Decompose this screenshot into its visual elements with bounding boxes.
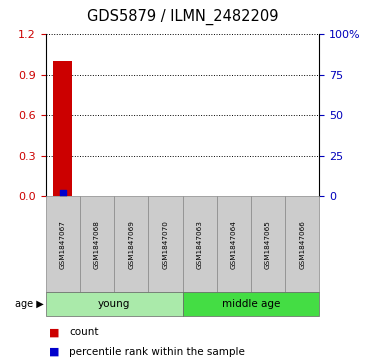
Text: GSM1847064: GSM1847064 [231,220,237,269]
Text: age ▶: age ▶ [15,299,44,309]
Text: ■: ■ [49,347,60,357]
Bar [53,61,72,196]
Text: GSM1847068: GSM1847068 [94,220,100,269]
Text: young: young [98,299,130,309]
Point [60,190,66,196]
Text: percentile rank within the sample: percentile rank within the sample [69,347,245,357]
Text: GSM1847063: GSM1847063 [197,220,203,269]
Text: GDS5879 / ILMN_2482209: GDS5879 / ILMN_2482209 [87,9,278,25]
Text: count: count [69,327,99,337]
Text: GSM1847069: GSM1847069 [128,220,134,269]
Text: ■: ■ [49,327,60,337]
Text: GSM1847065: GSM1847065 [265,220,271,269]
Text: GSM1847070: GSM1847070 [162,220,168,269]
Text: GSM1847067: GSM1847067 [60,220,66,269]
Text: GSM1847066: GSM1847066 [299,220,305,269]
Text: middle age: middle age [222,299,280,309]
